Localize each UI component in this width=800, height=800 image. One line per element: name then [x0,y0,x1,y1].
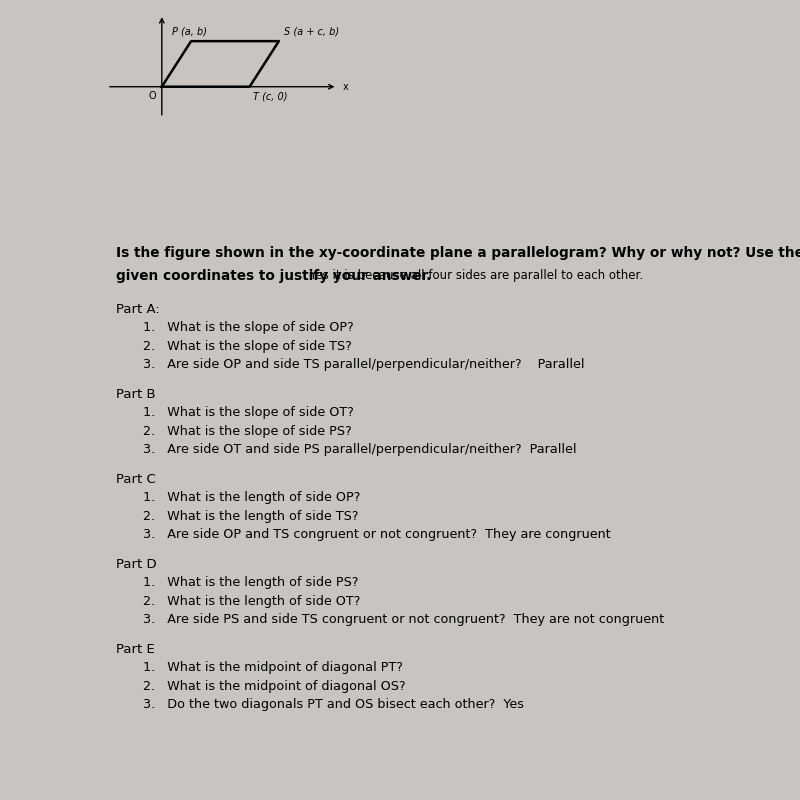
Text: 2.   What is the length of side TS?: 2. What is the length of side TS? [143,510,359,523]
Text: 3.   Are side OT and side PS parallel/perpendicular/neither?  Parallel: 3. Are side OT and side PS parallel/perp… [143,443,577,457]
Text: Part C: Part C [115,473,155,486]
Text: given coordinates to justify your answer.: given coordinates to justify your answer… [115,269,431,283]
Text: x: x [343,82,349,92]
Text: 1.   What is the length of side PS?: 1. What is the length of side PS? [143,577,359,590]
Text: 1.   What is the slope of side OP?: 1. What is the slope of side OP? [143,322,354,334]
Text: O: O [149,91,156,101]
Text: 2.   What is the length of side OT?: 2. What is the length of side OT? [143,595,361,608]
Text: 3.   Are side OP and TS congruent or not congruent?  They are congruent: 3. Are side OP and TS congruent or not c… [143,529,611,542]
Text: 2.   What is the slope of side PS?: 2. What is the slope of side PS? [143,425,352,438]
Text: Part D: Part D [115,558,156,571]
Text: 3.   Are side OP and side TS parallel/perpendicular/neither?    Parallel: 3. Are side OP and side TS parallel/perp… [143,358,585,371]
Text: 1.   What is the slope of side OT?: 1. What is the slope of side OT? [143,406,354,419]
Text: Part E: Part E [115,643,154,656]
Text: Is the figure shown in the xy-coordinate plane a parallelogram? Why or why not? : Is the figure shown in the xy-coordinate… [115,246,800,260]
Text: T (c, 0): T (c, 0) [254,92,288,102]
Text: S (a + c, b): S (a + c, b) [284,27,339,37]
Text: 3.   Are side PS and side TS congruent or not congruent?  They are not congruent: 3. Are side PS and side TS congruent or … [143,614,665,626]
Text: 2.   What is the midpoint of diagonal OS?: 2. What is the midpoint of diagonal OS? [143,680,406,693]
Text: 1.   What is the length of side OP?: 1. What is the length of side OP? [143,491,361,505]
Text: Part B: Part B [115,388,155,401]
Text: 1.   What is the midpoint of diagonal PT?: 1. What is the midpoint of diagonal PT? [143,662,403,674]
Text: P (a, b): P (a, b) [172,27,206,37]
Text: 3.   Do the two diagonals PT and OS bisect each other?  Yes: 3. Do the two diagonals PT and OS bisect… [143,698,525,711]
Text: 2.   What is the slope of side TS?: 2. What is the slope of side TS? [143,340,352,353]
Text: Part A:: Part A: [115,303,159,316]
Text: Yes it is because all four sides are parallel to each other.: Yes it is because all four sides are par… [306,269,643,282]
